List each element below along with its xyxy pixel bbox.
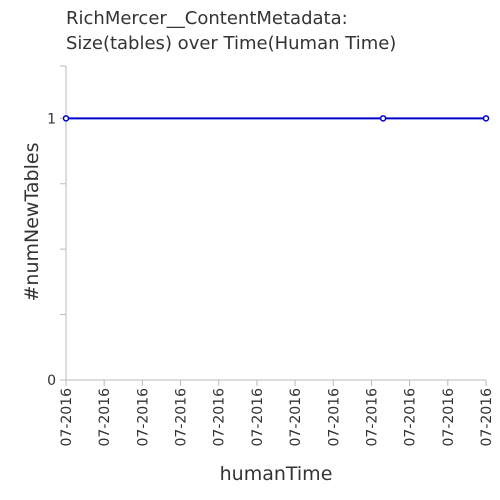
chart-title-line-2: Size(tables) over Time(Human Time) [66,33,397,54]
x-tick-label: 07-2016 [212,388,228,447]
data-point [482,115,490,122]
x-tick-label: 07-2016 [403,388,419,447]
y-tick-label: 0 [47,373,56,389]
x-tick-label: 07-2016 [59,388,75,447]
x-tick-label: 07-2016 [174,388,190,447]
x-tick-label: 07-2016 [364,388,380,447]
y-ticks: 01 [47,65,66,389]
x-tick-label: 07-2016 [135,388,151,447]
x-axis-label: humanTime [220,463,333,485]
x-tick-label: 07-2016 [97,388,113,447]
chart-title-line-1: RichMercer__ContentMetadata: [66,8,348,29]
data-point [62,115,70,122]
y-axis-label: #numNewTables [21,143,43,302]
x-tick-label: 07-2016 [250,388,266,447]
series-layer [62,115,490,122]
data-point [379,115,387,122]
x-tick-label: 07-2016 [441,388,457,447]
x-ticks: 07-2016 07-2016 07-2016 07-2016 07-2016 07-20… [59,380,495,447]
x-tick-label: 07-2016 [326,388,342,447]
x-tick-label: 07-2016 [288,388,304,447]
axes [65,66,486,381]
x-tick-label: 07-2016 [479,388,495,447]
y-tick-label: 1 [47,111,56,127]
